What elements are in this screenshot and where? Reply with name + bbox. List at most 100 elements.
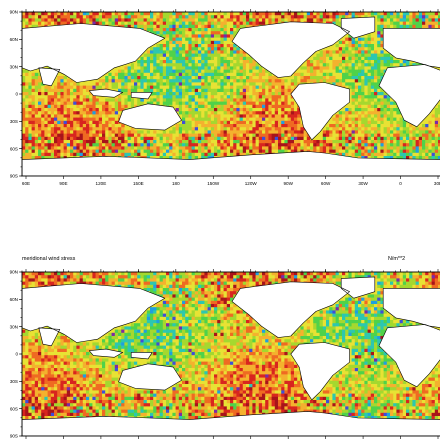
field-cell [38,281,42,286]
field-cell [281,146,285,150]
field-cell [178,156,183,160]
field-cell [230,101,234,106]
field-cell [114,104,119,109]
field-cell [79,143,84,147]
field-cell [182,72,186,77]
field-cell [207,15,212,19]
field-cell [287,18,292,22]
field-cell [166,76,170,80]
field-cell [166,278,170,282]
field-cell [338,18,343,22]
field-cell [207,117,212,122]
field-cell [364,72,368,77]
field-cell [294,278,298,282]
field-cell [140,284,144,289]
field-cell [422,136,426,141]
field-cell [236,104,240,109]
field-cell [230,72,234,77]
field-cell [374,82,378,86]
field-cell [364,101,368,106]
field-cell [252,140,256,144]
field-cell [111,15,116,19]
field-cell [354,95,359,99]
field-cell [322,149,327,154]
field-cell [44,95,48,99]
field-cell [230,50,234,54]
field-cell [255,12,260,16]
field-cell [262,72,266,77]
field-cell [44,108,48,112]
field-cell [166,31,170,35]
field-cell [191,101,196,106]
field-cell [358,272,362,276]
field-cell [140,15,144,19]
field-cell [86,104,90,109]
field-cell [422,15,426,19]
field-cell [396,140,400,144]
field-cell [364,79,368,83]
field-cell [172,12,176,16]
field-cell [201,152,205,157]
field-cell [281,136,285,141]
field-cell [332,124,336,128]
field-cell [252,60,256,64]
field-cell [438,104,440,109]
field-cell [345,146,349,150]
field-cell [431,120,436,125]
field-cell [143,21,148,26]
field-cell [438,272,440,276]
field-cell [198,85,202,90]
field-cell [95,140,100,144]
field-cell [303,15,308,19]
field-cell [255,104,260,109]
field-cell [226,76,231,80]
field-cell [294,143,298,147]
field-cell [41,149,45,154]
field-cell [159,24,164,29]
field-cell [172,56,176,61]
field-cell [332,56,336,61]
field-cell [332,69,336,74]
field-cell [153,21,157,26]
field-cell [178,79,183,83]
field-cell [38,92,42,96]
field-cell [377,44,381,48]
field-cell [271,82,276,86]
field-cell [217,127,221,131]
field-cell [89,146,93,150]
field-cell [262,79,266,83]
field-cell [233,101,237,106]
field-cell [342,79,346,83]
field-cell [127,127,132,131]
field-cell [188,88,192,93]
field-cell [44,12,48,16]
field-cell [364,60,368,64]
field-cell [425,21,429,26]
field-cell [380,15,384,19]
field-cell [377,117,381,122]
field-cell [28,111,32,115]
field-cell [313,18,317,22]
field-cell [329,124,333,128]
field-cell [57,117,61,122]
field-cell [175,149,180,154]
field-cell [226,66,231,70]
field-cell [310,149,314,154]
field-cell [63,88,68,93]
field-cell [207,284,212,289]
field-cell [182,130,186,134]
field-cell [345,50,349,54]
field-cell [204,72,208,77]
field-cell [351,44,356,48]
field-cell [428,117,432,122]
field-cell [345,114,349,118]
field-cell [265,72,269,77]
field-cell [242,50,247,54]
field-cell [223,101,228,106]
field-cell [162,275,167,279]
field-cell [207,281,212,286]
field-cell [380,104,384,109]
field-cell [182,79,186,83]
field-cell [246,79,250,83]
field-cell [217,108,221,112]
